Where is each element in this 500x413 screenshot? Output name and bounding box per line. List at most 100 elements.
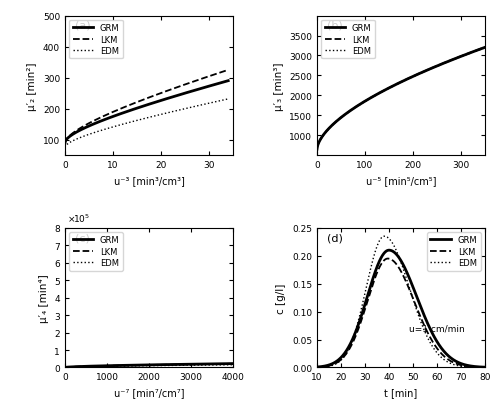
GRM <box>150 101 156 106</box>
Text: (c): (c) <box>75 233 90 242</box>
Line: LKM: LKM <box>65 364 233 368</box>
LKM <box>395 82 401 87</box>
LKM <box>153 363 159 368</box>
GRM <box>140 104 145 109</box>
LKM <box>142 363 148 368</box>
LKM <box>314 147 320 152</box>
EDM <box>143 363 149 368</box>
EDM <box>226 363 232 368</box>
GRM <box>362 304 368 309</box>
Y-axis label: μ′₄ [min⁴]: μ′₄ [min⁴] <box>39 273 49 322</box>
LKM <box>362 309 368 314</box>
Legend: GRM, LKM, EDM: GRM, LKM, EDM <box>321 21 375 59</box>
LKM <box>482 365 488 370</box>
EDM <box>367 269 373 274</box>
EDM <box>162 363 168 368</box>
GRM <box>314 365 320 370</box>
Line: LKM: LKM <box>317 259 485 368</box>
GRM <box>200 362 205 367</box>
EDM <box>414 73 420 78</box>
Line: EDM: EDM <box>65 100 228 148</box>
LKM <box>62 365 68 370</box>
EDM <box>395 82 401 87</box>
LKM <box>140 98 145 103</box>
GRM <box>222 80 228 85</box>
EDM <box>394 83 400 88</box>
LKM <box>478 47 484 52</box>
GRM <box>140 104 146 109</box>
EDM <box>314 365 320 370</box>
EDM <box>153 363 159 368</box>
EDM <box>62 365 68 370</box>
EDM <box>466 365 471 370</box>
EDM <box>405 77 411 82</box>
EDM <box>482 365 488 370</box>
GRM <box>367 285 373 290</box>
LKM <box>222 69 228 74</box>
Text: $\times\!10^5$: $\times\!10^5$ <box>66 212 90 224</box>
LKM <box>230 361 236 366</box>
Line: GRM: GRM <box>65 364 233 368</box>
GRM <box>62 365 68 370</box>
EDM <box>452 57 458 62</box>
LKM <box>394 82 400 87</box>
LKM <box>482 45 488 50</box>
GRM <box>395 82 401 87</box>
GRM <box>466 363 471 368</box>
GRM <box>142 363 148 368</box>
EDM <box>140 117 145 122</box>
LKM <box>140 98 146 103</box>
GRM <box>445 353 451 358</box>
GRM <box>230 361 236 366</box>
X-axis label: u⁻⁵ [min⁵/cm⁵]: u⁻⁵ [min⁵/cm⁵] <box>366 175 436 185</box>
GRM <box>424 321 430 326</box>
LKM <box>452 57 458 62</box>
EDM <box>159 112 165 117</box>
Legend: GRM, LKM, EDM: GRM, LKM, EDM <box>427 233 481 271</box>
EDM <box>200 363 205 368</box>
Line: EDM: EDM <box>317 237 485 368</box>
GRM <box>196 88 202 93</box>
EDM <box>482 46 488 51</box>
Line: GRM: GRM <box>65 81 228 143</box>
LKM <box>143 363 149 368</box>
GRM <box>355 323 361 328</box>
X-axis label: u⁻³ [min³/cm³]: u⁻³ [min³/cm³] <box>114 175 184 185</box>
Legend: GRM, LKM, EDM: GRM, LKM, EDM <box>69 21 123 59</box>
Legend: GRM, LKM, EDM: GRM, LKM, EDM <box>69 233 123 271</box>
LKM <box>150 94 156 99</box>
EDM <box>362 294 368 299</box>
Text: (a): (a) <box>75 21 90 31</box>
Y-axis label: c [g/l]: c [g/l] <box>276 283 286 313</box>
Line: EDM: EDM <box>317 49 485 150</box>
LKM <box>200 362 205 367</box>
Text: (d): (d) <box>327 233 343 242</box>
EDM <box>382 234 388 239</box>
X-axis label: u⁻⁷ [min⁷/cm⁷]: u⁻⁷ [min⁷/cm⁷] <box>114 387 184 397</box>
GRM <box>153 362 159 367</box>
LKM <box>225 68 231 73</box>
GRM <box>482 46 488 51</box>
GRM <box>394 82 400 87</box>
LKM <box>367 290 373 295</box>
LKM <box>466 364 471 369</box>
Line: LKM: LKM <box>65 71 228 144</box>
LKM <box>355 328 361 332</box>
LKM <box>405 77 411 82</box>
GRM <box>452 57 458 62</box>
EDM <box>222 98 228 103</box>
EDM <box>478 47 484 52</box>
EDM <box>196 104 202 109</box>
EDM <box>150 114 156 119</box>
LKM <box>314 365 320 370</box>
X-axis label: t [min]: t [min] <box>384 387 418 397</box>
GRM <box>314 147 320 152</box>
LKM <box>196 78 202 83</box>
GRM <box>226 361 232 366</box>
EDM <box>445 360 451 365</box>
Y-axis label: μ′₃ [min³]: μ′₃ [min³] <box>274 62 283 110</box>
GRM <box>386 248 392 253</box>
EDM <box>225 97 231 102</box>
EDM <box>140 117 146 122</box>
Line: GRM: GRM <box>317 48 485 150</box>
